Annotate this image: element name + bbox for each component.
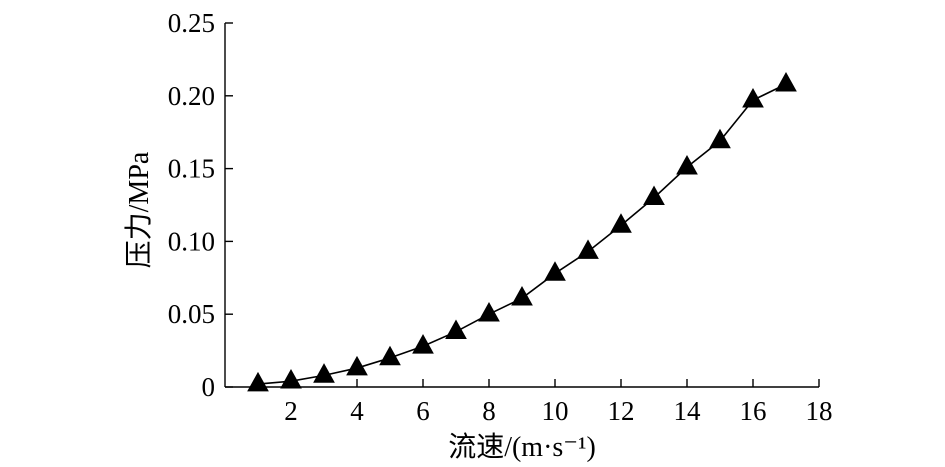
data-point-marker <box>643 185 665 206</box>
y-tick-label: 0.20 <box>168 81 215 111</box>
data-point-marker <box>775 71 797 92</box>
data-point-marker <box>511 285 533 306</box>
data-point-marker <box>346 355 368 376</box>
y-axis-title: 压力/MPa <box>123 151 155 268</box>
series-group <box>247 71 797 392</box>
data-point-marker <box>313 363 335 383</box>
y-tick-label: 0.05 <box>168 299 215 329</box>
y-tick-label: 0.15 <box>168 154 215 184</box>
x-tick-label: 6 <box>416 396 430 426</box>
x-tick-label: 12 <box>608 396 635 426</box>
y-tick-label: 0.25 <box>168 8 215 38</box>
x-tick-label: 10 <box>542 396 569 426</box>
data-point-marker <box>412 334 434 354</box>
x-tick-label: 18 <box>806 396 833 426</box>
data-point-marker <box>280 368 302 389</box>
x-tick-label: 16 <box>740 396 767 426</box>
x-tick-label: 4 <box>350 396 364 426</box>
data-point-marker <box>709 128 731 149</box>
y-tick-label: 0.10 <box>168 226 215 256</box>
data-point-marker <box>478 302 500 322</box>
data-point-marker <box>445 319 467 340</box>
series-line <box>257 83 787 385</box>
x-axis-title: 流速/(m·s⁻¹) <box>448 431 596 463</box>
data-point-marker <box>577 239 599 259</box>
ticks: 0 0.05 0.10 0.15 0.20 0.25 2 4 6 8 10 12 14 16 18 <box>168 8 833 426</box>
data-point-marker <box>544 261 566 281</box>
x-tick-label: 8 <box>482 396 496 426</box>
data-point-marker <box>742 87 764 108</box>
data-point-marker <box>676 154 698 175</box>
x-tick-label: 2 <box>284 396 298 426</box>
data-point-marker <box>610 213 632 233</box>
data-point-marker <box>379 345 401 366</box>
axes <box>224 23 819 388</box>
x-tick-label: 14 <box>674 396 702 426</box>
data-point-marker <box>247 371 269 392</box>
y-tick-label: 0 <box>202 372 216 402</box>
